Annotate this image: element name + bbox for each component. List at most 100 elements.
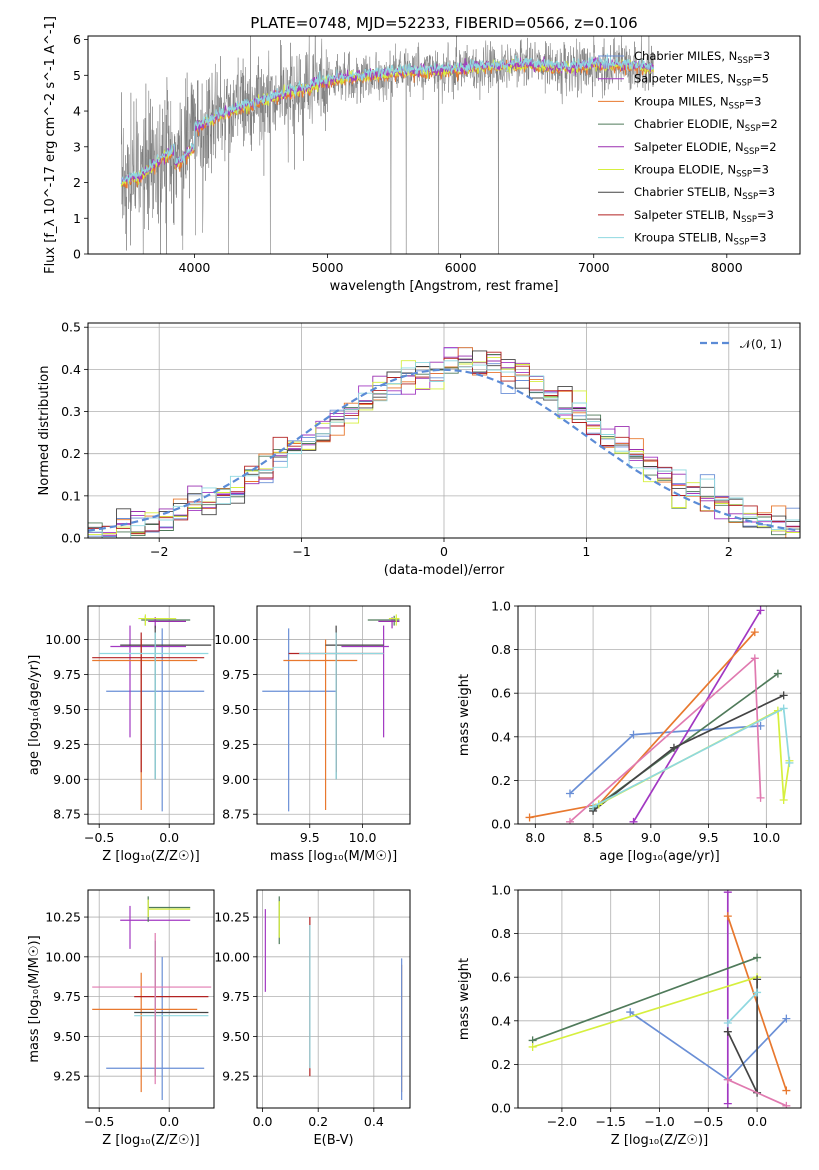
y-tick-label: 0.3	[61, 404, 81, 419]
weight-marker	[782, 1086, 791, 1095]
x-tick-label: −2.0	[547, 1114, 577, 1129]
legend-entry: Salpeter STELIB, NSSP=3	[634, 208, 774, 225]
y-tick-label: 0.4	[491, 1013, 511, 1028]
legend-entry: Chabrier STELIB, NSSP=3	[634, 185, 775, 202]
y-axis-label: Flux [f_λ 10^-17 erg cm^-2 s^-1 A^-1]	[43, 16, 58, 274]
plot-area	[518, 606, 801, 824]
data-point	[299, 632, 384, 780]
y-tick-label: 9.75	[222, 989, 250, 1004]
weight-marker	[723, 1027, 732, 1036]
x-tick-label: −1.5	[596, 1114, 626, 1129]
y-tick-label: 9.50	[53, 702, 81, 717]
legend-entry: Salpeter ELODIE, NSSP=2	[634, 140, 777, 157]
y-tick-label: 10.00	[214, 632, 250, 647]
panel-6: 0.0 0.2 0.4 9.25 9.50 9.75 10.00 10.25 E(B-V)	[214, 889, 411, 1148]
y-tick-label: 0.2	[491, 1057, 511, 1072]
weight-marker	[629, 730, 638, 739]
x-tick-label: 1	[582, 544, 590, 559]
data-point	[325, 625, 384, 780]
y-tick-label: 9.25	[53, 737, 81, 752]
weight-marker	[723, 890, 732, 897]
x-tick-label: 9.0	[641, 830, 661, 845]
figure-title: PLATE=0748, MJD=52233, FIBERID=0566, z=0…	[250, 14, 637, 32]
x-tick-label: −1	[292, 544, 310, 559]
axes-frame	[87, 322, 801, 539]
axes-frame	[87, 605, 215, 825]
weight-marker	[723, 912, 732, 921]
weight-marker	[756, 793, 765, 802]
y-tick-label: 0.1	[61, 488, 81, 503]
weight-series	[532, 976, 758, 1048]
x-axis-label: Z [log₁₀(Z/Z☉)]	[611, 1133, 708, 1148]
x-axis-label: E(B-V)	[313, 1133, 353, 1148]
y-tick-label: 0.6	[491, 970, 511, 985]
x-axis-label: Z [log₁₀(Z/Z☉)]	[102, 849, 199, 864]
data-point	[283, 639, 358, 811]
y-tick-label: 9.00	[53, 772, 81, 787]
data-point	[92, 639, 198, 811]
panel-0: 4000 5000 6000 7000 8000 0 1 2 3 4 5 6 wavelength [A…	[43, 16, 801, 294]
weight-marker	[773, 669, 782, 678]
plot-area	[88, 890, 214, 1108]
plot-area	[88, 606, 214, 824]
normal-curve	[88, 368, 800, 532]
plot-area	[518, 890, 801, 1108]
data-point	[388, 614, 400, 626]
x-tick-label: −0.5	[693, 1114, 723, 1129]
x-tick-label: 0	[440, 544, 448, 559]
weight-marker	[669, 743, 678, 752]
panel-2: −0.5 0.0 8.75 9.00 9.25 9.50 9.75 10.00 Z [log₁₀…	[27, 605, 215, 864]
weight-series	[727, 1078, 787, 1107]
y-tick-label: 2	[73, 175, 81, 190]
legend-normal: 𝒩(0, 1)	[740, 337, 782, 351]
x-tick-label: 9.5	[300, 830, 320, 845]
y-tick-label: 1.0	[491, 599, 511, 614]
data-point	[92, 632, 205, 773]
data-point	[120, 625, 212, 780]
weight-marker	[785, 758, 794, 767]
axes-frame	[517, 605, 802, 825]
weight-marker	[779, 691, 788, 700]
y-tick-label: 10.00	[45, 632, 81, 647]
data-point	[134, 940, 209, 1069]
weight-series	[727, 991, 758, 1024]
model-spectrum	[120, 53, 655, 185]
x-tick-label: −1.0	[644, 1114, 674, 1129]
x-axis-label: (data-model)/error	[384, 563, 505, 578]
data-point	[110, 625, 186, 738]
weight-marker	[753, 975, 762, 984]
weight-marker	[753, 953, 762, 962]
y-tick-label: 3	[73, 139, 81, 154]
y-tick-label: 0.0	[491, 1101, 511, 1116]
x-tick-label: 8.0	[525, 830, 545, 845]
data-point	[99, 632, 209, 780]
y-tick-label: 0.4	[491, 729, 511, 744]
y-tick-label: 0.8	[491, 926, 511, 941]
y-tick-label: 9.75	[53, 667, 81, 682]
weight-marker	[779, 796, 788, 805]
weight-marker	[782, 1101, 791, 1108]
y-tick-label: 0.2	[61, 446, 81, 461]
x-tick-label: 0.0	[747, 1114, 767, 1129]
y-tick-label: 0.0	[491, 817, 511, 832]
y-tick-label: 8.75	[222, 807, 250, 822]
y-tick-label: 1	[73, 211, 81, 226]
x-tick-label: −2	[150, 544, 168, 559]
plot-area	[88, 323, 800, 538]
y-tick-label: 9.25	[222, 1069, 250, 1084]
legend-entry: Chabrier ELODIE, NSSP=2	[634, 117, 778, 134]
y-tick-label: 0.0	[61, 531, 81, 546]
residual-histogram	[88, 360, 800, 538]
weight-marker	[782, 1014, 791, 1023]
x-tick-label: 4000	[179, 260, 211, 275]
panels: 4000 5000 6000 7000 8000 0 1 2 3 4 5 6 wavelength [A…	[27, 16, 802, 1148]
weight-series	[532, 956, 758, 1042]
y-tick-label: 9.25	[222, 737, 250, 752]
x-axis-label: mass [log₁₀(M/M☉)]	[270, 849, 397, 864]
weight-marker	[756, 606, 765, 615]
weight-marker	[750, 654, 759, 663]
weight-marker	[528, 1042, 537, 1051]
x-tick-label: 10.0	[752, 830, 780, 845]
axes-frame	[87, 889, 215, 1109]
